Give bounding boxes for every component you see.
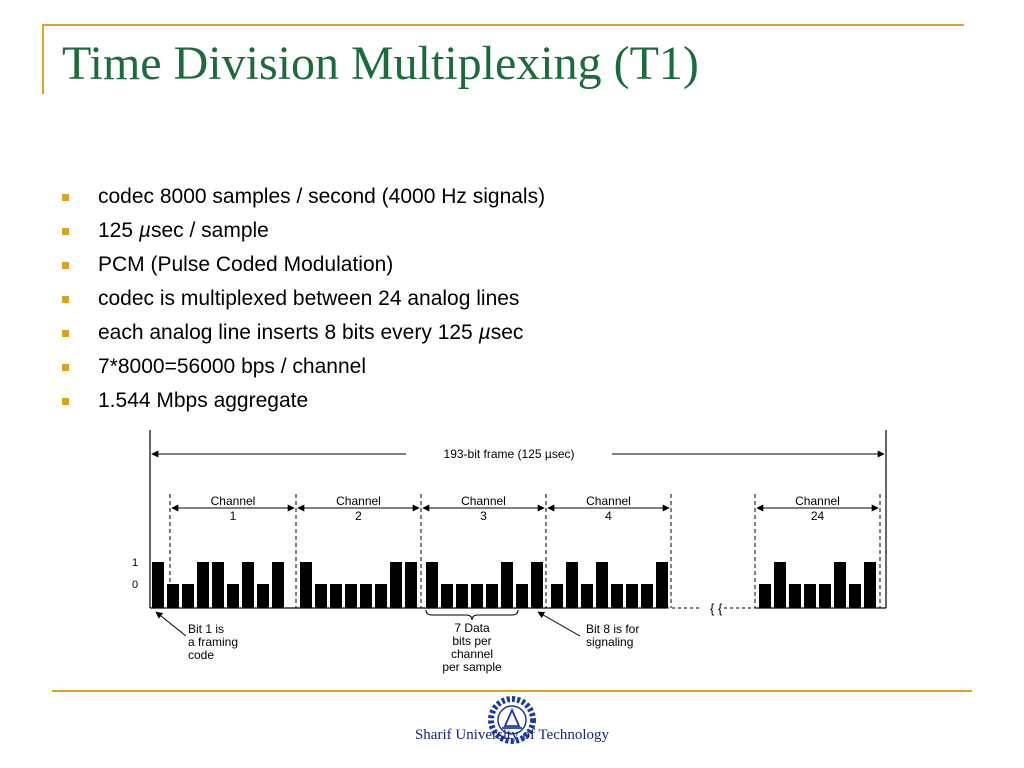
bit-bar (227, 584, 239, 608)
bit-bar (330, 584, 342, 608)
bit1-note-line2: a framing (188, 635, 238, 649)
bit-bar (182, 584, 194, 608)
bit-bar (426, 562, 438, 608)
bit-bar (626, 584, 638, 608)
bit-bar (849, 584, 861, 608)
break-symbol: { { (710, 601, 723, 616)
data-bits-brace (425, 609, 519, 621)
bit-bar (486, 584, 498, 608)
bit-bar (390, 562, 402, 608)
data-note-line4: per sample (442, 660, 502, 674)
square-bullet-icon (62, 330, 69, 337)
channel-number: 1 (230, 509, 237, 523)
bit-bar (212, 562, 224, 608)
bit-bar (441, 584, 453, 608)
bit-bar (242, 562, 254, 608)
bit-bars (152, 562, 876, 608)
bit-bar (804, 584, 816, 608)
bit-bar (611, 584, 623, 608)
channel-label: Channel (336, 494, 381, 508)
bit-bar (656, 562, 668, 608)
bit-bar (596, 562, 608, 608)
bit-bar (272, 562, 284, 608)
square-bullet-icon (62, 194, 69, 201)
channel-number: 24 (811, 509, 825, 523)
top-border-line (42, 24, 964, 26)
slide-title: Time Division Multiplexing (T1) (62, 37, 699, 90)
bit-bar (759, 584, 771, 608)
data-note-line2: bits per (452, 634, 491, 648)
square-bullet-icon (62, 228, 69, 235)
frame-label: 193-bit frame (125 µsec) (444, 447, 575, 461)
channel-label: Channel (795, 494, 840, 508)
university-logo-icon (488, 696, 536, 744)
left-border-line (42, 24, 44, 94)
channel-label: Channel (586, 494, 631, 508)
bit-bar (566, 562, 578, 608)
bullet-item: 7*8000=56000 bps / channel (62, 350, 545, 384)
bullet-item: PCM (Pulse Coded Modulation) (62, 248, 545, 282)
data-note-line3: channel (451, 647, 493, 661)
bit1-note-line1: Bit 1 is (188, 622, 224, 636)
bit-bar (531, 562, 543, 608)
data-note-line1: 7 Data (454, 621, 490, 635)
bit-bar (581, 584, 593, 608)
bit-bar (405, 562, 417, 608)
bit-bar (819, 584, 831, 608)
channel-label: Channel (211, 494, 256, 508)
bit-bar (197, 562, 209, 608)
bit-bar (789, 584, 801, 608)
channel-number: 4 (605, 509, 612, 523)
square-bullet-icon (62, 262, 69, 269)
bullet-item: 1.544 Mbps aggregate (62, 384, 545, 418)
bit-bar (551, 584, 563, 608)
t1-frame-diagram: 193-bit frame (125 µsec) 1 0 Channel1Cha… (132, 430, 887, 674)
bit8-note-line2: signaling (586, 635, 633, 649)
level-low-label: 0 (132, 579, 138, 591)
square-bullet-icon (62, 296, 69, 303)
bit1-note-line3: code (188, 648, 214, 662)
bit-bar (471, 584, 483, 608)
bit-bar (167, 584, 179, 608)
channel-number: 2 (355, 509, 362, 523)
bullet-item: 125 µsec / sample (62, 214, 545, 248)
bit-bar (360, 584, 372, 608)
footer-divider (52, 690, 972, 692)
bit8-pointer (537, 611, 581, 637)
bullet-list: codec 8000 samples / second (4000 Hz sig… (62, 180, 545, 418)
square-bullet-icon (62, 364, 69, 371)
channel-label: Channel (461, 494, 506, 508)
square-bullet-icon (62, 398, 69, 405)
bit-bar (834, 562, 846, 608)
channel-groups: Channel1Channel2Channel3Channel4Channel2… (169, 494, 881, 608)
bit8-note-line1: Bit 8 is for (586, 622, 639, 636)
bit-bar (641, 584, 653, 608)
bit-bar (152, 562, 164, 608)
bit1-pointer (155, 611, 187, 637)
bit-bar (315, 584, 327, 608)
bullet-item: each analog line inserts 8 bits every 12… (62, 316, 545, 350)
bit-bar (501, 562, 513, 608)
bit-bar (257, 584, 269, 608)
bullet-item: codec 8000 samples / second (4000 Hz sig… (62, 180, 545, 214)
bit-bar (345, 584, 357, 608)
bit-bar (516, 584, 528, 608)
bullet-item: codec is multiplexed between 24 analog l… (62, 282, 545, 316)
bit-bar (375, 584, 387, 608)
bit-bar (774, 562, 786, 608)
bit-bar (456, 584, 468, 608)
level-high-label: 1 (132, 557, 138, 569)
footer-university-name: Sharif University of Technology (414, 727, 610, 743)
bit-bar (864, 562, 876, 608)
channel-number: 3 (480, 509, 487, 523)
bit-bar (300, 562, 312, 608)
